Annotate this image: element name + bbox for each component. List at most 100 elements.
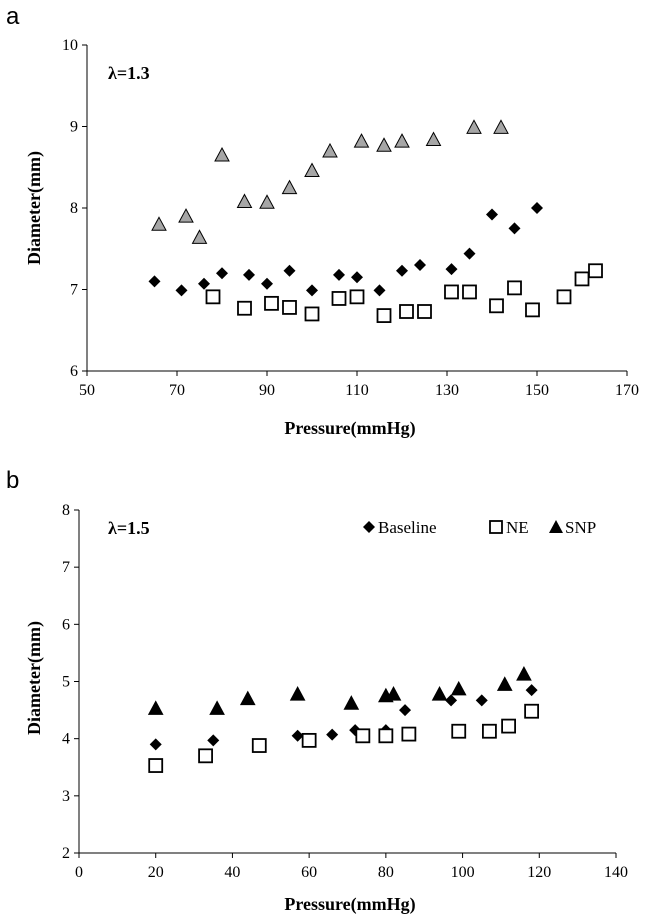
panel-b-y-tick-label: 7 xyxy=(62,559,70,576)
panel-b-snp-point xyxy=(431,686,448,701)
panel-a-series-3-point xyxy=(493,119,509,134)
panel-b-baseline-point xyxy=(475,694,488,707)
panel-a-series-2-point xyxy=(304,306,320,322)
legend-baseline-label: Baseline xyxy=(378,518,437,537)
panel-a-series-1-point xyxy=(306,284,318,297)
panel-a-x-tick-label: 170 xyxy=(615,382,639,399)
panel-a-series-1-point xyxy=(445,263,458,276)
panel-a-series-2-point xyxy=(237,300,252,316)
panel-b-ne-point xyxy=(378,728,394,744)
panel-b-x-tick-label: 60 xyxy=(301,864,317,881)
legend-snp-marker xyxy=(549,520,563,533)
panel-b-baseline-point xyxy=(445,694,458,707)
panel-a-series-3-point xyxy=(425,131,442,147)
panel-a-series-1-point xyxy=(216,267,228,280)
panel-a-y-tick-label: 7 xyxy=(70,282,78,299)
panel-a-x-tick-label: 90 xyxy=(259,382,275,399)
panel-letter-b: b xyxy=(6,467,19,494)
panel-a-series-3-point xyxy=(191,229,208,244)
panel-a-series-1-point xyxy=(486,208,498,221)
panel-b-y-tick-label: 6 xyxy=(62,616,70,633)
panel-b-snp-point xyxy=(239,690,256,706)
panel-a-series-2-point xyxy=(417,304,432,319)
panel-a-series-3-point xyxy=(376,137,392,152)
panel-a-series-1-point xyxy=(396,264,408,277)
panel-a-series-1-point xyxy=(508,222,521,235)
panel-b-x-axis-title: Pressure(mmHg) xyxy=(284,894,415,915)
panel-b-x-tick-label: 40 xyxy=(224,864,240,881)
panel-a-series-1-point xyxy=(243,268,255,281)
panel-b-y-tick-label: 8 xyxy=(62,502,70,519)
panel-a-plot-area: 6 7 8 9 10 50 70 90 110 130 150 170 xyxy=(62,37,639,399)
panel-a-series-1-point xyxy=(261,277,273,290)
panel-a-series-2-point xyxy=(331,291,347,306)
panel-a-series-2-point xyxy=(444,284,459,300)
panel-a-y-tick-label: 9 xyxy=(70,119,78,136)
legend-baseline-marker xyxy=(363,521,375,533)
panel-b-y-tick-label: 3 xyxy=(62,788,70,805)
panel-a-series-2-point xyxy=(574,271,590,287)
legend-ne-marker xyxy=(489,520,503,534)
panel-b-ne-point xyxy=(401,726,417,742)
panel-a-series-1-point xyxy=(198,277,210,290)
panel-a-series-3-point xyxy=(304,162,320,178)
panel-b-baseline-point xyxy=(525,684,538,697)
panel-a-series-3-point xyxy=(178,208,194,223)
panel-b-y-tick-label: 4 xyxy=(62,731,70,748)
panel-b-x-tick-label: 140 xyxy=(604,864,628,881)
panel-a-series-2-point xyxy=(399,304,414,319)
panel-b-baseline-point xyxy=(399,704,412,717)
panel-a-y-tick-label: 8 xyxy=(70,200,78,217)
panel-a-y-tick-label: 6 xyxy=(70,363,78,380)
panel-a-series-2-point xyxy=(588,263,603,279)
panel-a-series-2-point xyxy=(264,295,279,311)
panel-b-x-tick-label: 120 xyxy=(527,864,551,881)
panel-b-snp-point xyxy=(516,666,532,681)
panel-a-x-axis-title: Pressure(mmHg) xyxy=(284,418,415,439)
panel-a-series-1-point xyxy=(333,268,345,281)
panel-b-x-tick-label: 0 xyxy=(75,864,83,881)
panel-b-snp-point xyxy=(385,686,402,701)
panel-b-ne-point xyxy=(524,703,540,719)
panel-a-series-2-point xyxy=(349,289,365,305)
panel-a-x-tick-label: 50 xyxy=(79,382,95,399)
panel-a-x-tick-label: 130 xyxy=(435,382,459,399)
panel-a-series-3-point xyxy=(151,216,167,231)
panel-a-series-2-point xyxy=(556,289,572,305)
panel-a-series-1-point xyxy=(283,264,296,277)
panel-b-x-tick-label: 20 xyxy=(148,864,164,881)
panel-b-ne-point xyxy=(251,738,267,753)
panel-a-series-3-point xyxy=(214,146,230,162)
panel-b-snp-point xyxy=(147,700,164,715)
panel-a-lambda-annotation: λ=1.3 xyxy=(108,63,150,83)
panel-letter-a: a xyxy=(6,3,20,30)
panel-b-baseline-point xyxy=(291,729,304,742)
panel-a-series-3-point xyxy=(394,133,410,148)
legend-ne-label: NE xyxy=(506,518,529,537)
panel-a-series-2-point xyxy=(376,308,392,323)
panel-a-x-tick-label: 70 xyxy=(169,382,185,399)
panel-a-series-1-point xyxy=(531,202,543,214)
panel-b: b λ=1.5 Diameter(mm) Pressure(mmHg) 2 3 4 5… xyxy=(6,467,628,915)
panel-a-series-1-point xyxy=(414,259,426,272)
panel-b-legend: Baseline NE SNP xyxy=(363,518,596,537)
panel-a-series-2-point xyxy=(282,300,297,315)
panel-b-snp-point xyxy=(343,695,360,710)
panel-a-series-2-point xyxy=(489,298,504,314)
panel-b-ne-point xyxy=(451,723,467,739)
panel-a-x-tick-label: 150 xyxy=(525,382,549,399)
panel-a-x-tick-label: 110 xyxy=(345,382,368,399)
panel-b-x-tick-label: 100 xyxy=(451,864,475,881)
panel-b-snp-point xyxy=(450,680,467,696)
panel-b-snp-point xyxy=(289,686,306,701)
legend-snp-label: SNP xyxy=(565,518,596,537)
panel-a-y-axis-title: Diameter(mm) xyxy=(24,151,45,265)
panel-b-y-axis-title: Diameter(mm) xyxy=(24,621,45,735)
panel-a-series-1-point xyxy=(463,247,476,260)
panel-b-baseline-point xyxy=(207,734,220,747)
panel-a-series-3-point xyxy=(259,194,275,209)
panel-a-series-3-point xyxy=(281,179,298,195)
panel-a: a λ=1.3 Diameter(mm) Pressure(mmHg) 6 7 8 9… xyxy=(6,3,639,439)
panel-b-snp-point xyxy=(496,676,513,691)
